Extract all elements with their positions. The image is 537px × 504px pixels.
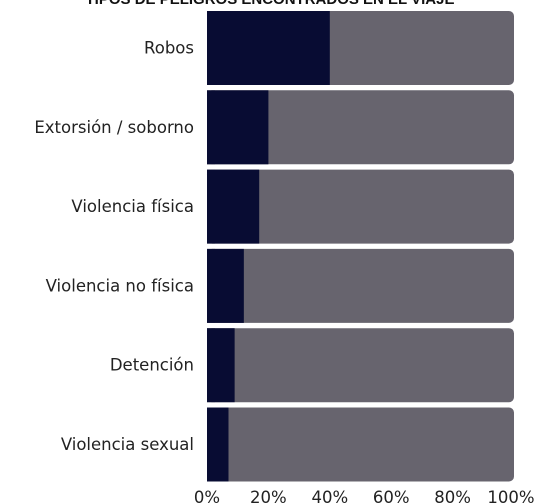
- x-tick-0: 0%: [194, 488, 220, 504]
- bar-track-violencia-fisica: [207, 169, 514, 244]
- bar-extorsion-soborno: [207, 90, 269, 165]
- x-tick-4: 80%: [434, 488, 471, 504]
- category-label-robos: Robos: [144, 39, 194, 58]
- bar-track-extorsion-soborno: [207, 90, 514, 165]
- category-label-extorsion-soborno: Extorsión / soborno: [34, 118, 194, 137]
- bars-group: [207, 11, 514, 482]
- bar-robos: [207, 11, 330, 85]
- bar-detencion: [207, 328, 235, 403]
- bar-track-detencion: [207, 328, 514, 403]
- bar-track-violencia-no-fisica: [207, 248, 514, 323]
- category-label-violencia-fisica: Violencia física: [71, 197, 194, 216]
- x-axis-ticks: 0% 20% 40% 60% 80% 100%: [194, 488, 535, 504]
- x-tick-2: 40%: [311, 488, 348, 504]
- bar-violencia-fisica: [207, 169, 260, 244]
- x-tick-3: 60%: [373, 488, 410, 504]
- chart-title: TIPOS DE PELIGROS ENCONTRADOS EN EL VIAJ…: [86, 0, 455, 8]
- category-label-violencia-no-fisica: Violencia no física: [46, 276, 194, 295]
- x-tick-1: 20%: [250, 488, 287, 504]
- x-tick-5: 100%: [487, 488, 534, 504]
- bar-violencia-sexual: [207, 407, 229, 482]
- bar-violencia-no-fisica: [207, 248, 244, 323]
- category-label-violencia-sexual: Violencia sexual: [61, 435, 194, 454]
- category-labels: Robos Extorsión / soborno Violencia física…: [34, 39, 194, 455]
- bar-track-violencia-sexual: [207, 407, 514, 482]
- category-label-detencion: Detención: [110, 356, 194, 375]
